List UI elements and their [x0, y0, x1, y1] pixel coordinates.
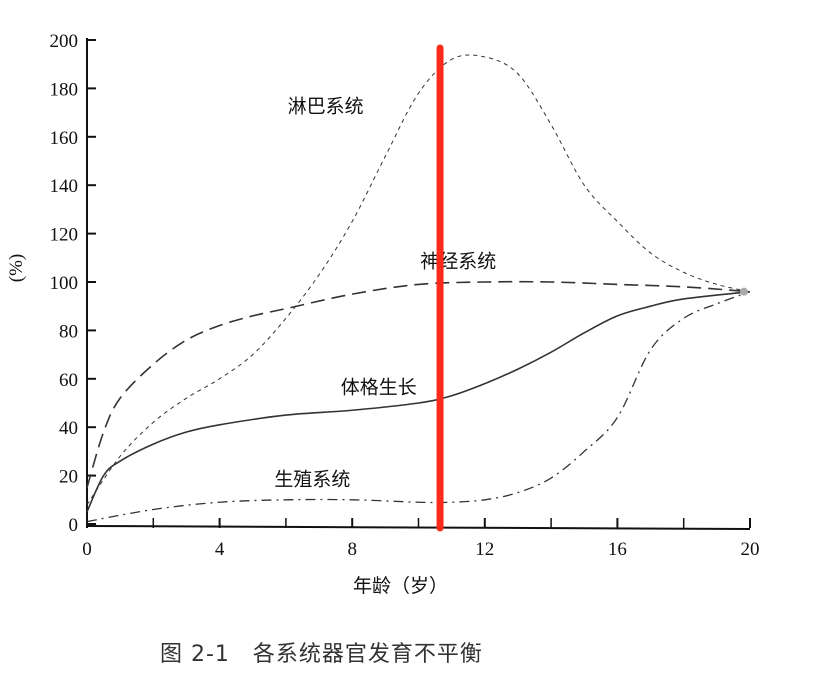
series-line-4 [86, 291, 751, 523]
y-tick-label: 120 [50, 225, 79, 246]
x-tick-label: 16 [608, 539, 627, 560]
x-tick-label: 20 [741, 539, 760, 560]
y-tick-label: 160 [50, 128, 79, 149]
series-group [86, 54, 751, 523]
y-axis-label: (%) [6, 254, 27, 282]
figure-caption: 图 2-1 各系统器官发育不平衡 [160, 642, 483, 667]
y-tick-label: 40 [59, 418, 78, 439]
y-tick-label: 100 [50, 273, 79, 294]
series-label: 生殖系统 [274, 468, 350, 490]
y-tick-label: 20 [59, 467, 78, 488]
series-line-3 [86, 290, 751, 513]
y-tick-label: 80 [59, 321, 78, 342]
series-label: 淋巴系统 [288, 96, 364, 118]
series-label: 体格生长 [341, 376, 417, 398]
y-tick-label: 140 [50, 176, 79, 197]
convergence-point [740, 287, 748, 296]
x-tick-label: 8 [347, 539, 357, 560]
series-label: 神经系统 [420, 250, 496, 272]
series-line-2 [86, 280, 751, 488]
x-tick-label: 0 [82, 539, 92, 560]
x-tick-label: 4 [215, 539, 225, 560]
series-line-1 [86, 54, 751, 505]
y-tick-label: 180 [50, 79, 79, 100]
y-tick-label: 200 [50, 31, 79, 52]
y-tick-label: 60 [59, 370, 78, 391]
x-tick-label: 12 [475, 539, 494, 560]
y-tick-label: 0 [69, 515, 79, 536]
axes: 0 20 40 60 80 100 120 140 160 180 200 0 4 8 12 16 20 [50, 31, 760, 560]
x-axis-label: 年龄（岁） [353, 575, 448, 597]
